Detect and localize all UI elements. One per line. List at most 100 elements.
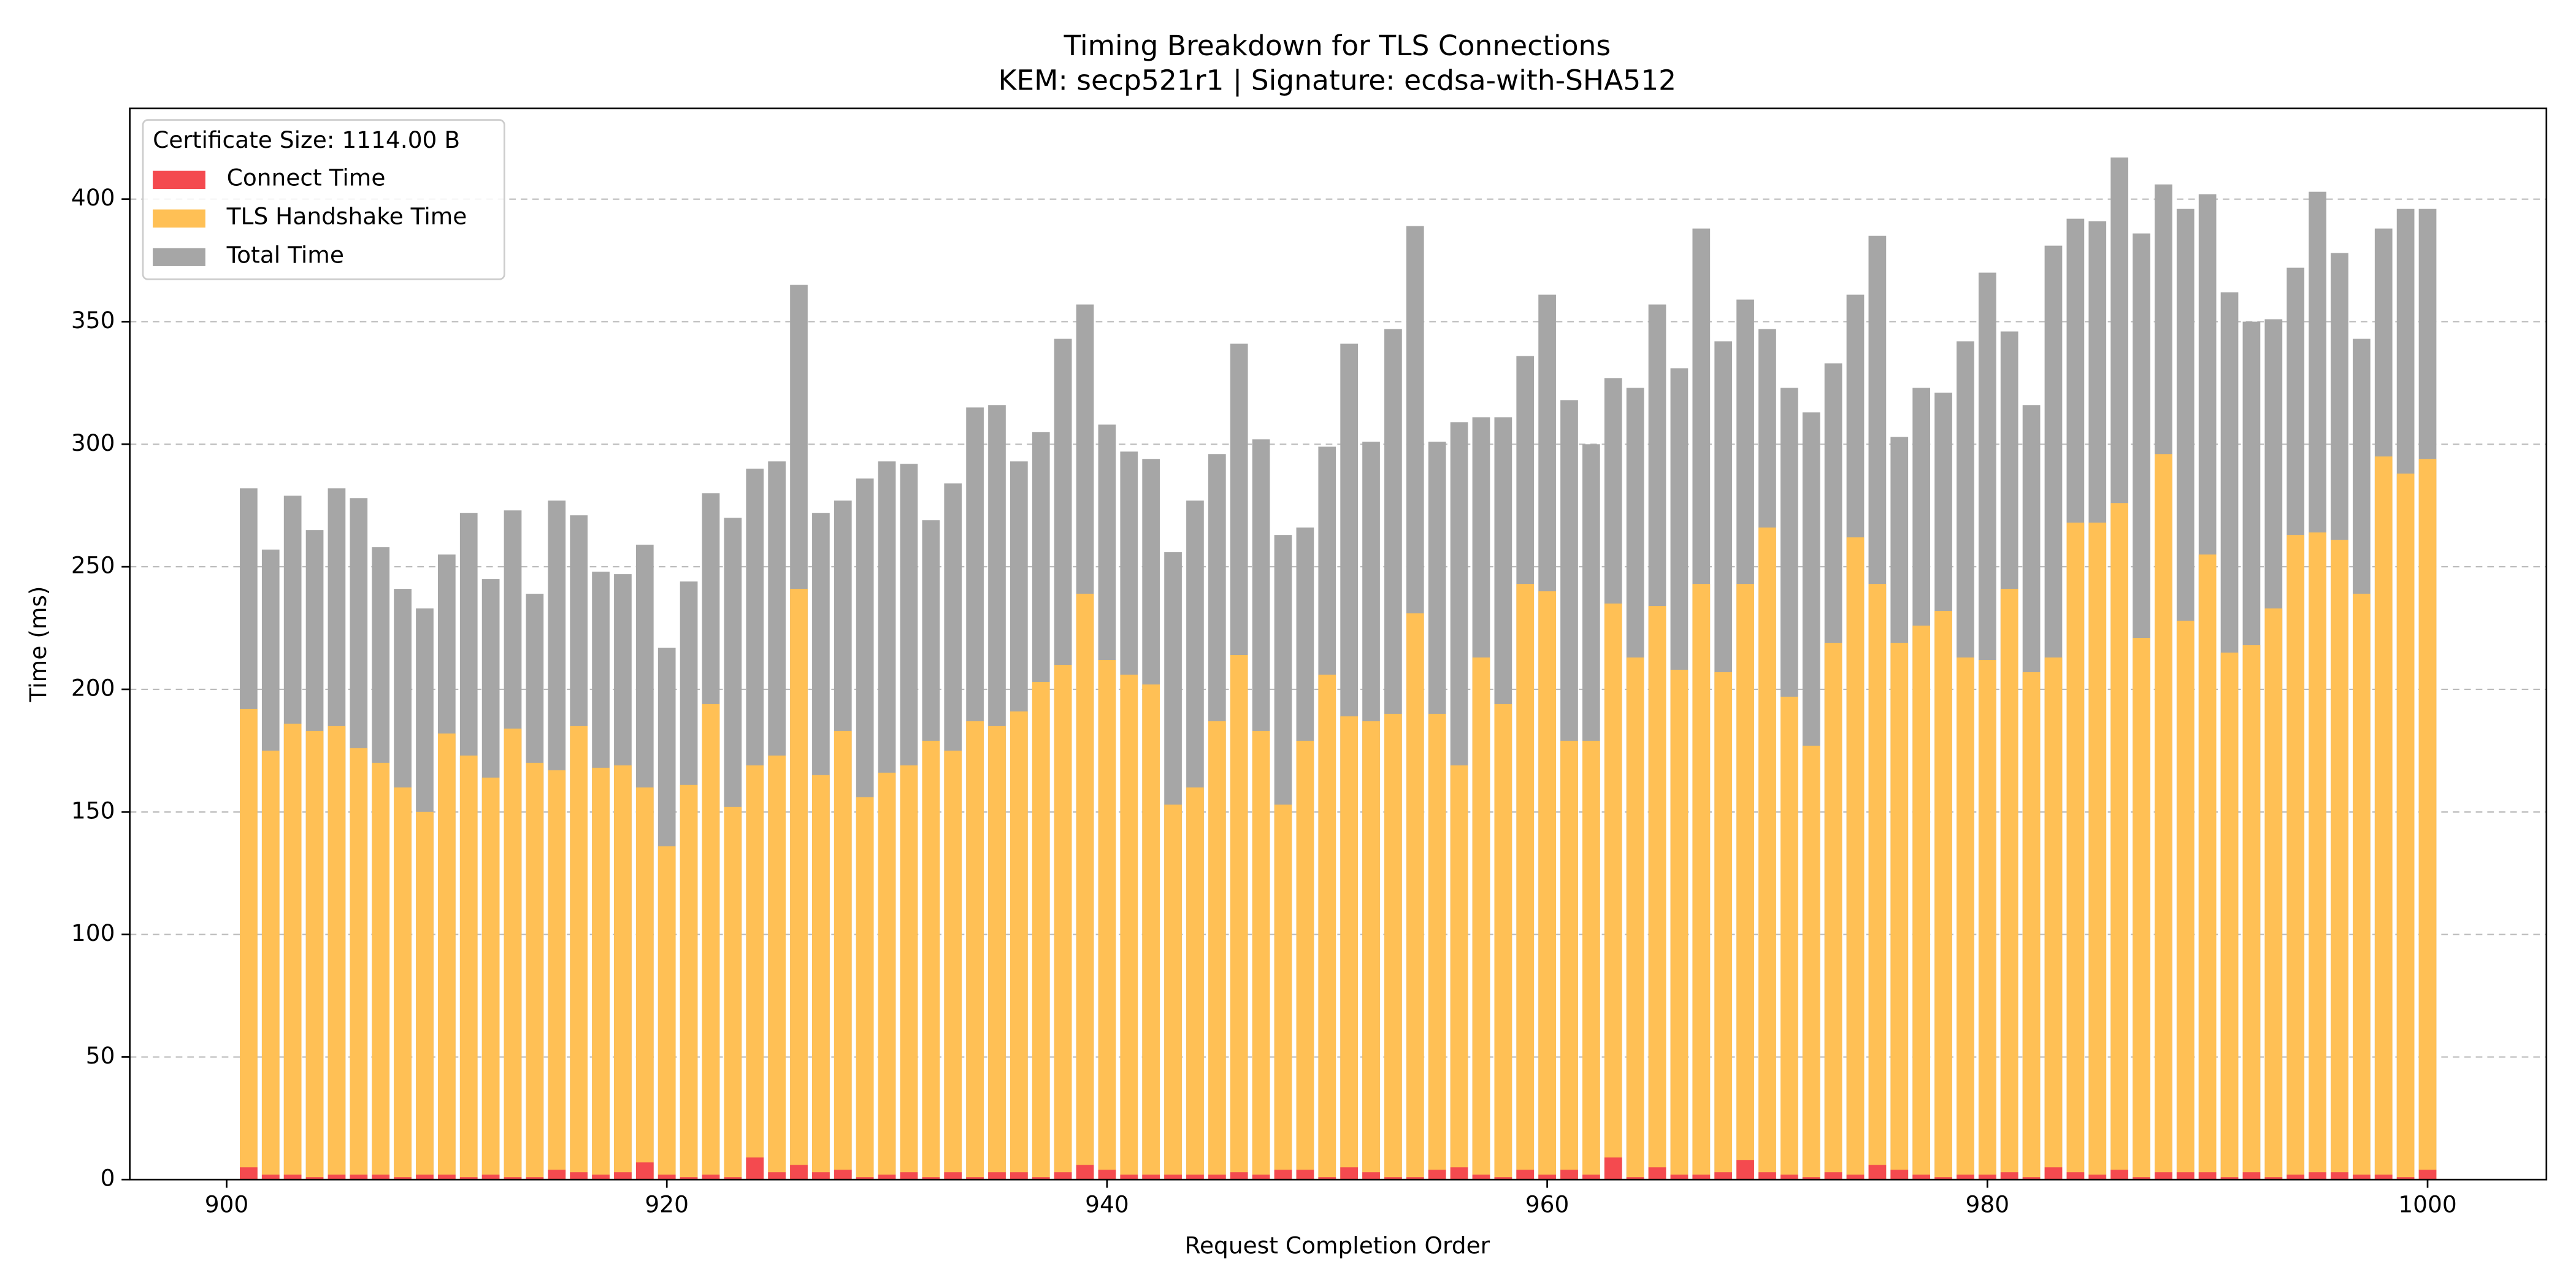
- bar: [1230, 1172, 1248, 1180]
- x-tick-label: 940: [1085, 1191, 1129, 1218]
- bar: [1406, 1177, 1424, 1180]
- bar: [1692, 584, 1711, 1180]
- bar: [614, 1172, 632, 1180]
- bar: [1186, 1175, 1204, 1180]
- bar: [812, 775, 830, 1180]
- bar: [240, 1167, 258, 1180]
- bar: [635, 1162, 654, 1180]
- bar: [1560, 1170, 1578, 1180]
- x-tick-label: 1000: [2398, 1191, 2456, 1218]
- y-tick-label: 300: [71, 429, 115, 456]
- bar: [2133, 1177, 2150, 1180]
- bar: [900, 1172, 918, 1180]
- bar: [1362, 1172, 1380, 1180]
- bar: [1428, 1170, 1446, 1180]
- y-axis-label: Time (ms): [25, 586, 52, 702]
- bar: [2352, 594, 2371, 1180]
- bar: [1142, 684, 1160, 1180]
- bar: [1318, 1177, 1336, 1180]
- bar: [2264, 608, 2283, 1180]
- bar: [812, 1172, 830, 1180]
- bar: [1494, 703, 1512, 1180]
- bar: [548, 1170, 566, 1180]
- bar: [240, 708, 258, 1180]
- bar: [2418, 1170, 2437, 1180]
- bar: [657, 846, 676, 1180]
- bar: [283, 1175, 302, 1180]
- bar: [2066, 1172, 2085, 1180]
- bar: [834, 1170, 852, 1180]
- bar: [2331, 540, 2348, 1180]
- bar: [1890, 643, 1909, 1180]
- bar: [437, 733, 456, 1180]
- y-tick-label: 350: [71, 307, 115, 334]
- bar: [856, 797, 874, 1180]
- bar: [1714, 672, 1733, 1180]
- y-tick-label: 0: [101, 1165, 115, 1192]
- bar: [1582, 1175, 1600, 1180]
- bar: [724, 1177, 742, 1180]
- bar: [1538, 591, 1556, 1180]
- bar: [481, 777, 500, 1180]
- bar: [1164, 804, 1182, 1180]
- legend-label: Total Time: [226, 241, 344, 268]
- bar: [922, 740, 940, 1180]
- bar: [1164, 1175, 1182, 1180]
- bar: [305, 730, 324, 1180]
- plot-frame: [129, 107, 2548, 1181]
- bar: [394, 787, 412, 1180]
- bar: [2110, 1170, 2128, 1180]
- bar: [614, 765, 632, 1180]
- y-tick-label: 50: [86, 1042, 115, 1069]
- bar: [305, 1177, 324, 1180]
- bar: [1472, 657, 1490, 1180]
- bar: [988, 726, 1006, 1180]
- legend-title: Certificate Size: 1114.00 B: [153, 126, 460, 153]
- legend-swatch: [153, 248, 205, 266]
- bar: [1450, 1167, 1468, 1180]
- legend: Certificate Size: 1114.00 B Connect Time T…: [142, 119, 505, 280]
- bar: [2220, 1177, 2239, 1180]
- bar: [2309, 1172, 2326, 1180]
- y-tick-label: 400: [71, 184, 115, 211]
- bar: [2022, 1177, 2041, 1180]
- bar: [1208, 1175, 1226, 1180]
- bar: [1780, 696, 1798, 1180]
- bar: [1340, 1167, 1358, 1180]
- bar: [746, 765, 764, 1180]
- bar: [416, 1175, 434, 1180]
- bar: [1758, 527, 1776, 1180]
- bar: [437, 1175, 456, 1180]
- bar: [2242, 645, 2261, 1180]
- bar: [856, 1177, 874, 1180]
- bar: [1208, 721, 1226, 1180]
- bar: [2000, 1172, 2018, 1180]
- bar: [1384, 713, 1402, 1180]
- x-tick-label: 920: [645, 1191, 689, 1218]
- legend-swatch: [153, 171, 205, 190]
- bar: [1032, 1177, 1050, 1180]
- bar: [2133, 638, 2150, 1180]
- bar: [1957, 1175, 1974, 1180]
- bar: [1868, 584, 1887, 1180]
- bar: [1098, 659, 1116, 1180]
- bar: [592, 767, 610, 1180]
- axes: 0 50 100 150 200 250 300 350 400 900 920 940 960 980 1…: [71, 107, 2548, 1218]
- bar: [922, 1177, 940, 1180]
- bar: [724, 807, 742, 1180]
- bar: [1274, 804, 1292, 1180]
- bar: [394, 1177, 412, 1180]
- bar: [1186, 787, 1204, 1180]
- bar: [2331, 1172, 2348, 1180]
- bar: [1846, 1175, 1865, 1180]
- bar: [2264, 1177, 2283, 1180]
- bars: [240, 157, 2437, 1180]
- bar: [1054, 1172, 1072, 1180]
- bar: [416, 811, 434, 1180]
- bar: [1010, 711, 1028, 1180]
- bar: [328, 1175, 346, 1180]
- bar: [1252, 1175, 1270, 1180]
- bar: [261, 1175, 280, 1180]
- bar: [1934, 611, 1952, 1180]
- bar: [1912, 626, 1931, 1180]
